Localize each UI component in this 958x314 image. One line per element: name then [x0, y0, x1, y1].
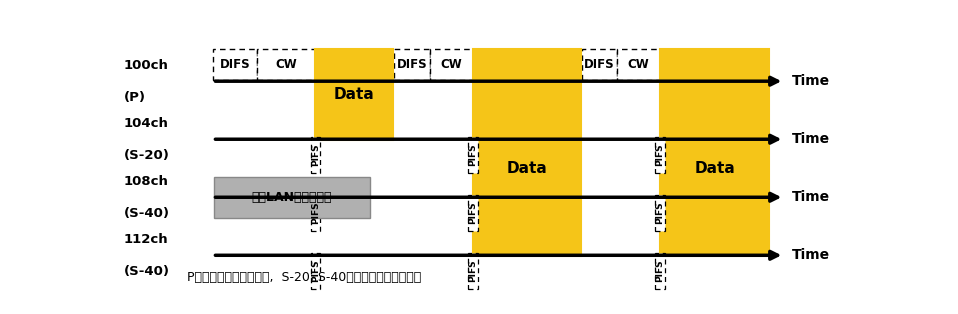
Text: PIFS: PIFS	[468, 143, 477, 166]
Text: PIFS: PIFS	[468, 202, 477, 224]
Text: PIFS: PIFS	[655, 260, 665, 282]
Text: Data: Data	[695, 161, 735, 176]
Bar	[582, 49, 617, 80]
Bar	[655, 137, 665, 173]
Text: CW: CW	[627, 58, 650, 71]
Text: PIFS: PIFS	[311, 260, 320, 282]
Bar	[655, 253, 665, 289]
Bar	[315, 49, 393, 140]
Bar	[468, 137, 478, 173]
Bar	[214, 177, 370, 218]
Bar	[617, 49, 660, 80]
Bar	[468, 195, 478, 231]
Text: DIFS: DIFS	[584, 58, 615, 71]
Text: 112ch: 112ch	[124, 233, 168, 246]
Text: Data: Data	[507, 161, 547, 176]
Text: DIFS: DIFS	[397, 58, 427, 71]
Text: PIFS: PIFS	[311, 143, 320, 166]
Text: 無線LAN機器の通信: 無線LAN機器の通信	[252, 191, 332, 204]
Text: 104ch: 104ch	[124, 116, 169, 130]
Text: 108ch: 108ch	[124, 175, 169, 187]
Bar	[395, 49, 430, 80]
Bar	[473, 49, 581, 257]
Text: Time: Time	[791, 74, 830, 88]
Text: CW: CW	[441, 58, 463, 71]
Bar	[660, 49, 769, 257]
Bar	[310, 195, 320, 231]
Bar	[468, 253, 478, 289]
Text: P：プライマリチャネル,  S-20, S-40：セカンダリチャネル: P：プライマリチャネル, S-20, S-40：セカンダリチャネル	[187, 271, 421, 284]
Text: Data: Data	[333, 87, 375, 102]
Bar	[310, 253, 320, 289]
Bar	[310, 137, 320, 173]
Bar	[257, 49, 315, 80]
Text: (P): (P)	[124, 91, 146, 104]
Bar	[213, 49, 257, 80]
Text: (S-40): (S-40)	[124, 207, 170, 220]
Text: DIFS: DIFS	[219, 58, 250, 71]
Text: PIFS: PIFS	[655, 202, 665, 224]
Text: PIFS: PIFS	[468, 260, 477, 282]
Text: CW: CW	[275, 58, 297, 71]
Text: 100ch: 100ch	[124, 58, 169, 72]
Text: PIFS: PIFS	[311, 202, 320, 224]
Text: (S-20): (S-20)	[124, 149, 170, 162]
Text: Time: Time	[791, 132, 830, 146]
Bar	[655, 195, 665, 231]
Text: Time: Time	[791, 248, 830, 262]
Text: Time: Time	[791, 190, 830, 204]
Text: (S-40): (S-40)	[124, 265, 170, 278]
Text: PIFS: PIFS	[655, 143, 665, 166]
Bar	[430, 49, 473, 80]
